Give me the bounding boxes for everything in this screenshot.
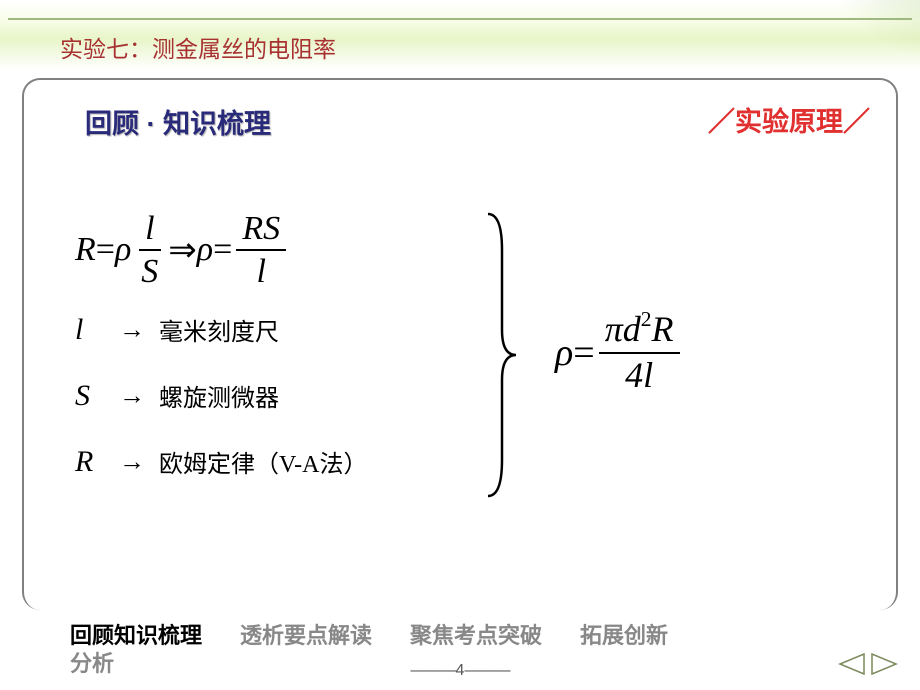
result-denominator: 4l <box>619 354 659 396</box>
top-divider-line <box>8 18 912 20</box>
desc-micrometer: 螺旋测微器 <box>159 378 279 413</box>
implies-arrow: ⇒ <box>168 230 197 270</box>
formula-main-line: R = ρ l S ⇒ ρ = RS l <box>75 210 495 291</box>
next-arrow-icon[interactable] <box>868 650 902 678</box>
result-pi: π <box>605 309 623 349</box>
page-header-title: 实验七：测金属丝的电阻率 <box>60 30 336 64</box>
fraction-l-over-S: l S <box>135 210 164 291</box>
page-number: ———4——— <box>411 662 510 680</box>
frac1-num: l <box>139 210 160 251</box>
principle-tag: ／实验原理／ <box>708 100 870 139</box>
equals-1: = <box>96 231 115 269</box>
result-fraction: πd2R 4l <box>599 310 680 395</box>
equals-2: = <box>213 231 232 269</box>
footer: 回顾知识梳理 透析要点解读 聚焦考点突破 拓展创新 分析 ———4——— <box>0 610 920 690</box>
measure-row-S: S → 螺旋测微器 <box>75 369 495 423</box>
result-formula: ρ = πd2R 4l <box>555 310 684 395</box>
result-exp: 2 <box>641 307 652 331</box>
page-number-value: 4 <box>456 662 465 679</box>
nav-arrows <box>834 650 902 678</box>
formula-block: R = ρ l S ⇒ ρ = RS l l → 毫米刻度尺 S → 螺旋测微器… <box>75 210 495 489</box>
frac2-den: l <box>250 251 271 290</box>
measure-row-R: R → 欧姆定律（V-A法） <box>75 435 495 489</box>
arrow-2: → <box>119 381 145 411</box>
tab-focus[interactable]: 聚焦考点突破 <box>410 618 542 650</box>
result-rho: ρ <box>555 331 573 375</box>
var-R: R <box>75 231 96 269</box>
footer-sub-label: 分析 <box>70 646 114 678</box>
var-l: l <box>75 313 115 347</box>
result-equals: = <box>573 331 594 375</box>
desc-ohm-law: 欧姆定律（V-A法） <box>159 444 367 479</box>
right-brace <box>480 210 520 500</box>
result-d: d <box>623 309 641 349</box>
corner-decoration <box>800 0 920 60</box>
page-dash-left: ——— <box>411 662 456 679</box>
tab-extend[interactable]: 拓展创新 <box>580 618 668 650</box>
section-title: 回顾 · 知识梳理 <box>85 102 271 141</box>
result-numerator: πd2R <box>599 310 680 354</box>
var-rho-1: ρ <box>115 231 131 269</box>
tab-analysis[interactable]: 透析要点解读 <box>240 618 372 650</box>
frac2-num: RS <box>236 210 286 251</box>
arrow-1: → <box>119 315 145 345</box>
result-R: R <box>652 309 674 349</box>
var-R2: R <box>75 445 115 479</box>
prev-arrow-icon[interactable] <box>834 650 868 678</box>
page-dash-right: ——— <box>464 662 509 679</box>
arrow-3: → <box>119 447 145 477</box>
var-S: S <box>75 379 115 413</box>
fraction-RS-over-l: RS l <box>236 210 286 291</box>
desc-ruler: 毫米刻度尺 <box>159 312 279 347</box>
var-rho-2: ρ <box>197 231 213 269</box>
frac1-den: S <box>135 251 164 290</box>
measure-row-l: l → 毫米刻度尺 <box>75 303 495 357</box>
footer-tabs: 回顾知识梳理 透析要点解读 聚焦考点突破 拓展创新 <box>70 618 870 650</box>
